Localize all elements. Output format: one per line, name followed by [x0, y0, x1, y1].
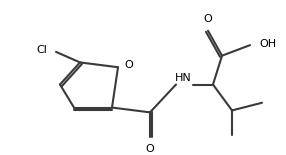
Text: OH: OH	[259, 39, 276, 49]
Text: HN: HN	[175, 73, 191, 83]
Text: O: O	[146, 144, 154, 154]
Text: Cl: Cl	[37, 45, 47, 55]
Text: O: O	[204, 14, 212, 24]
Text: O: O	[124, 60, 133, 70]
